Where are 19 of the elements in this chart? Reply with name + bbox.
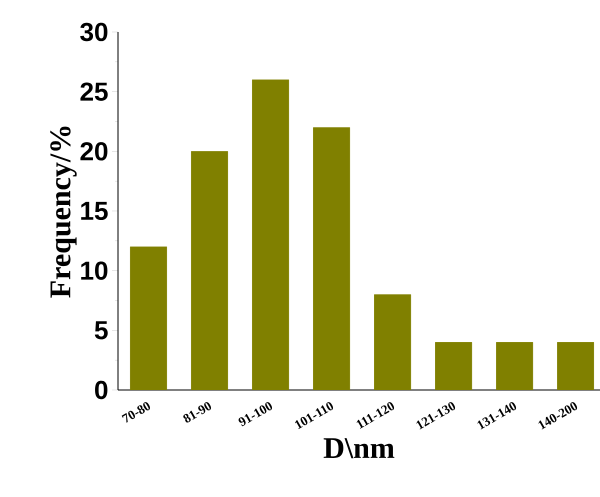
y-tick-label: 30: [80, 22, 108, 42]
bar: [557, 342, 594, 390]
x-axis-title: D\nm: [324, 438, 394, 458]
y-tick-label: 25: [80, 82, 108, 101]
bar: [435, 342, 472, 390]
x-tick-label: 70-80: [122, 402, 150, 423]
bar: [252, 80, 290, 390]
bar: [496, 342, 534, 390]
bar: [313, 127, 350, 390]
y-tick-label: 5: [94, 321, 108, 340]
y-tick-label: 10: [81, 261, 108, 280]
y-tick-label: 20: [80, 142, 108, 161]
y-tick-label: 0: [95, 380, 108, 400]
y-tick-label: 15: [81, 202, 108, 220]
bar: [191, 151, 228, 390]
bar: [374, 294, 412, 390]
bar: [130, 246, 168, 390]
x-tick-label: 81-90: [183, 402, 212, 423]
y-axis-title: Frequency/%: [50, 126, 77, 298]
